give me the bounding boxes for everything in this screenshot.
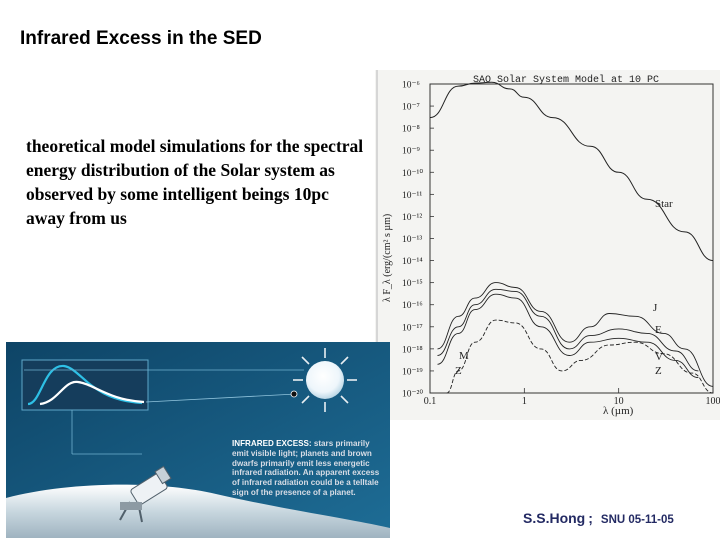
planet-label-z: Z bbox=[655, 365, 662, 377]
planet-dot bbox=[290, 390, 298, 398]
y-tick-label: 10⁻⁸ bbox=[402, 125, 420, 135]
y-tick-label: 10⁻¹² bbox=[402, 213, 422, 223]
planet-label-m: M bbox=[459, 350, 469, 362]
ground-horizon bbox=[6, 484, 390, 538]
description-text: theoretical model simulations for the sp… bbox=[26, 136, 364, 228]
light-ray-lower bbox=[145, 393, 297, 403]
illustration-caption: INFRARED EXCESS: stars primarily emit vi… bbox=[232, 439, 384, 498]
y-tick-label: 10⁻¹¹ bbox=[402, 191, 422, 201]
y-tick-label: 10⁻¹⁸ bbox=[402, 345, 423, 355]
y-tick-label: 10⁻¹⁹ bbox=[402, 367, 423, 377]
y-tick-label: 10⁻¹³ bbox=[402, 235, 422, 245]
planet-label-z-left: Z bbox=[455, 365, 462, 377]
sed-chart: SAO Solar System Model at 10 PC λ F_λ (e… bbox=[375, 70, 720, 420]
caption-keyword: INFRARED EXCESS: bbox=[232, 439, 312, 448]
series bbox=[429, 81, 714, 394]
x-tick-label: 100 bbox=[706, 396, 720, 407]
infrared-excess-illustration bbox=[6, 342, 390, 538]
y-tick-label: 10⁻⁶ bbox=[402, 81, 420, 91]
planet-label-v: V bbox=[655, 351, 663, 363]
figure-title: SAO Solar System Model at 10 PC bbox=[473, 74, 659, 86]
series-line-z bbox=[446, 319, 714, 394]
x-axis-label: λ (µm) bbox=[603, 405, 634, 417]
y-tick-label: 10⁻¹⁶ bbox=[402, 301, 423, 311]
planet-label-j: J bbox=[653, 302, 658, 314]
y-tick-label: 10⁻¹⁵ bbox=[402, 279, 423, 289]
x-ticks: 0.1 1 10 100 bbox=[424, 388, 720, 407]
y-axis-label: λ F_λ (erg/(cm² s µm) bbox=[382, 214, 393, 302]
x-tick-label: 10 bbox=[614, 396, 624, 407]
planet-label-e: E bbox=[655, 324, 662, 336]
slide-title: Infrared Excess in the SED bbox=[20, 28, 262, 49]
series-line-star bbox=[429, 81, 714, 262]
footer-author: S.S.Hong bbox=[523, 510, 586, 526]
spectrum-curve-white bbox=[39, 380, 145, 406]
footer: S.S.Hong; SNU 05-11-05 bbox=[523, 510, 674, 528]
footer-separator: ; bbox=[588, 510, 593, 526]
y-tick-label: 10⁻⁹ bbox=[402, 147, 421, 157]
series-line-e bbox=[437, 288, 699, 372]
figure-background bbox=[375, 70, 720, 420]
y-tick-label: 10⁻¹⁴ bbox=[402, 257, 423, 267]
caption-body: stars primarily emit visible light; plan… bbox=[232, 439, 380, 497]
y-tick-label: 10⁻¹⁰ bbox=[402, 168, 423, 179]
footer-event: SNU 05-11-05 bbox=[600, 514, 674, 526]
series-line-j bbox=[437, 282, 714, 387]
spectrum-curve-cyan bbox=[27, 364, 143, 406]
series-line-v bbox=[437, 293, 699, 379]
telescope-glyph bbox=[119, 465, 172, 523]
sun-glyph bbox=[293, 348, 357, 412]
y-tick-label: 10⁻²⁰ bbox=[402, 389, 423, 400]
sed-figure: SAO Solar System Model at 10 PC λ F_λ (e… bbox=[375, 70, 720, 420]
illustration-art bbox=[6, 342, 390, 538]
y-tick-label: 10⁻¹⁷ bbox=[402, 323, 423, 333]
x-tick-label: 0.1 bbox=[424, 396, 437, 407]
star-label: Star bbox=[655, 198, 673, 210]
x-tick-label: 1 bbox=[522, 396, 527, 407]
y-ticks: 10⁻⁶ 10⁻⁷ 10⁻⁸ 10⁻⁹ 10⁻¹⁰ 10⁻¹¹ 10⁻¹² 10⁻¹³ 10⁻¹… bbox=[402, 81, 434, 400]
y-tick-label: 10⁻⁷ bbox=[402, 103, 420, 113]
